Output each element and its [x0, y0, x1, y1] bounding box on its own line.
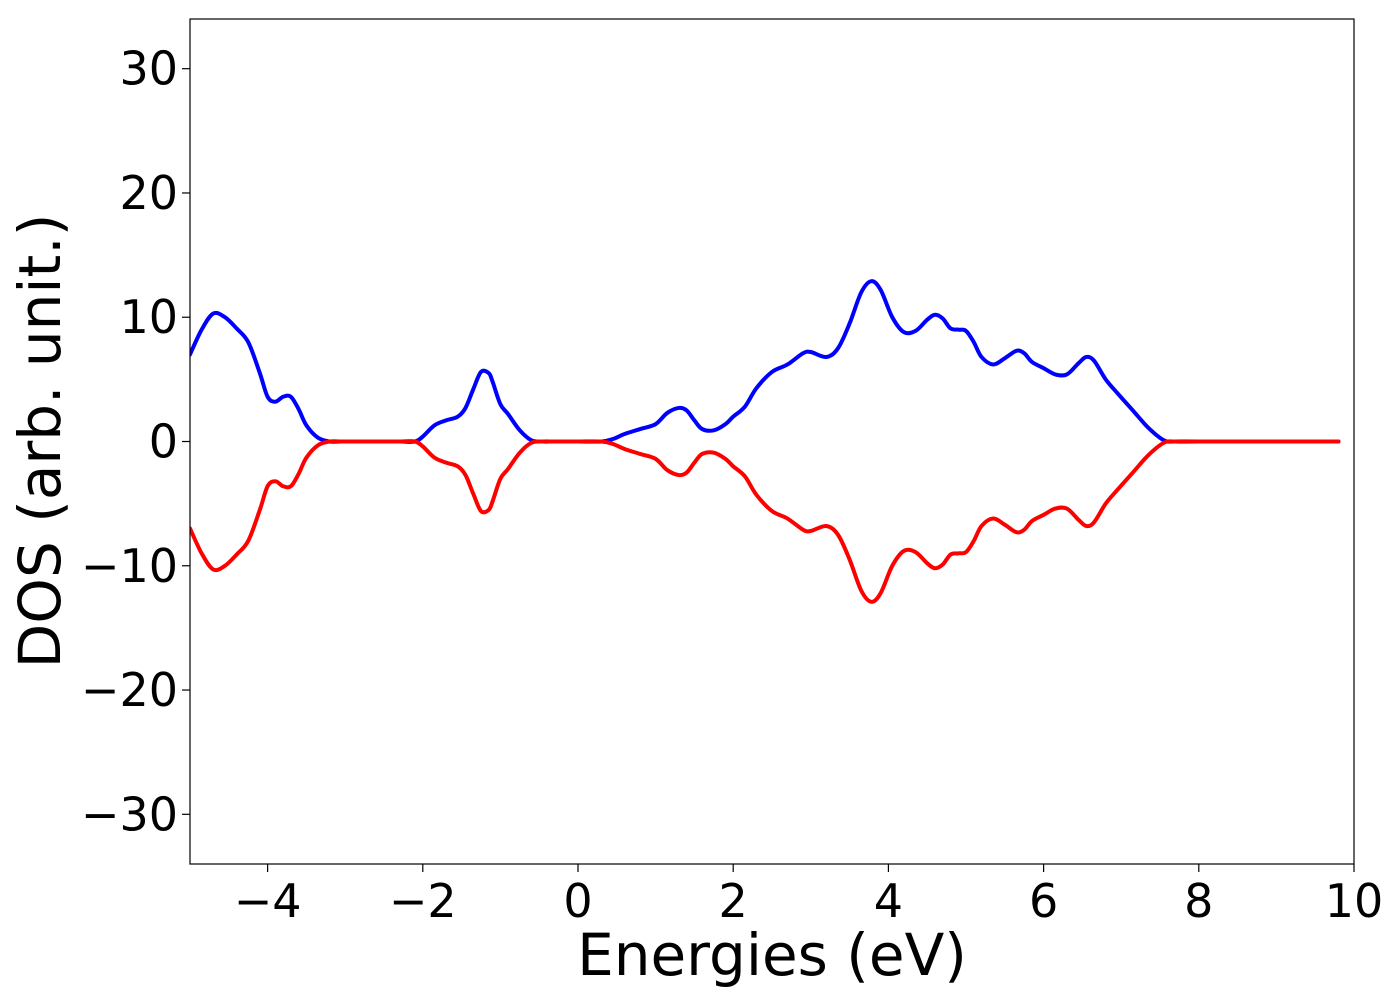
x-axis: −4 −2 0 2 4 6 8 10	[234, 864, 1384, 928]
y-tick-label: −10	[81, 539, 178, 593]
y-tick-label: −30	[81, 787, 178, 841]
x-tick-label: 10	[1325, 874, 1384, 928]
y-tick-label: 20	[119, 166, 178, 220]
series-line-2	[190, 439, 1341, 604]
x-tick-label: 8	[1184, 874, 1213, 928]
y-tick-label: 10	[119, 290, 178, 344]
y-tick-label: −20	[81, 663, 178, 717]
y-axis-title: DOS (arb. unit.)	[6, 214, 74, 669]
x-tick-label: 2	[719, 874, 748, 928]
x-tick-label: 6	[1029, 874, 1058, 928]
series-line-1	[190, 279, 1341, 444]
y-axis: −30 −20 −10 0 10 20 30	[81, 42, 190, 841]
x-tick-label: 0	[563, 874, 592, 928]
series-layer	[190, 279, 1341, 604]
y-tick-label: 0	[149, 415, 178, 469]
x-tick-label: −4	[234, 874, 302, 928]
y-tick-label: 30	[119, 42, 178, 96]
x-tick-label: 4	[874, 874, 903, 928]
x-axis-title: Energies (eV)	[577, 921, 967, 989]
x-tick-label: −2	[389, 874, 457, 928]
